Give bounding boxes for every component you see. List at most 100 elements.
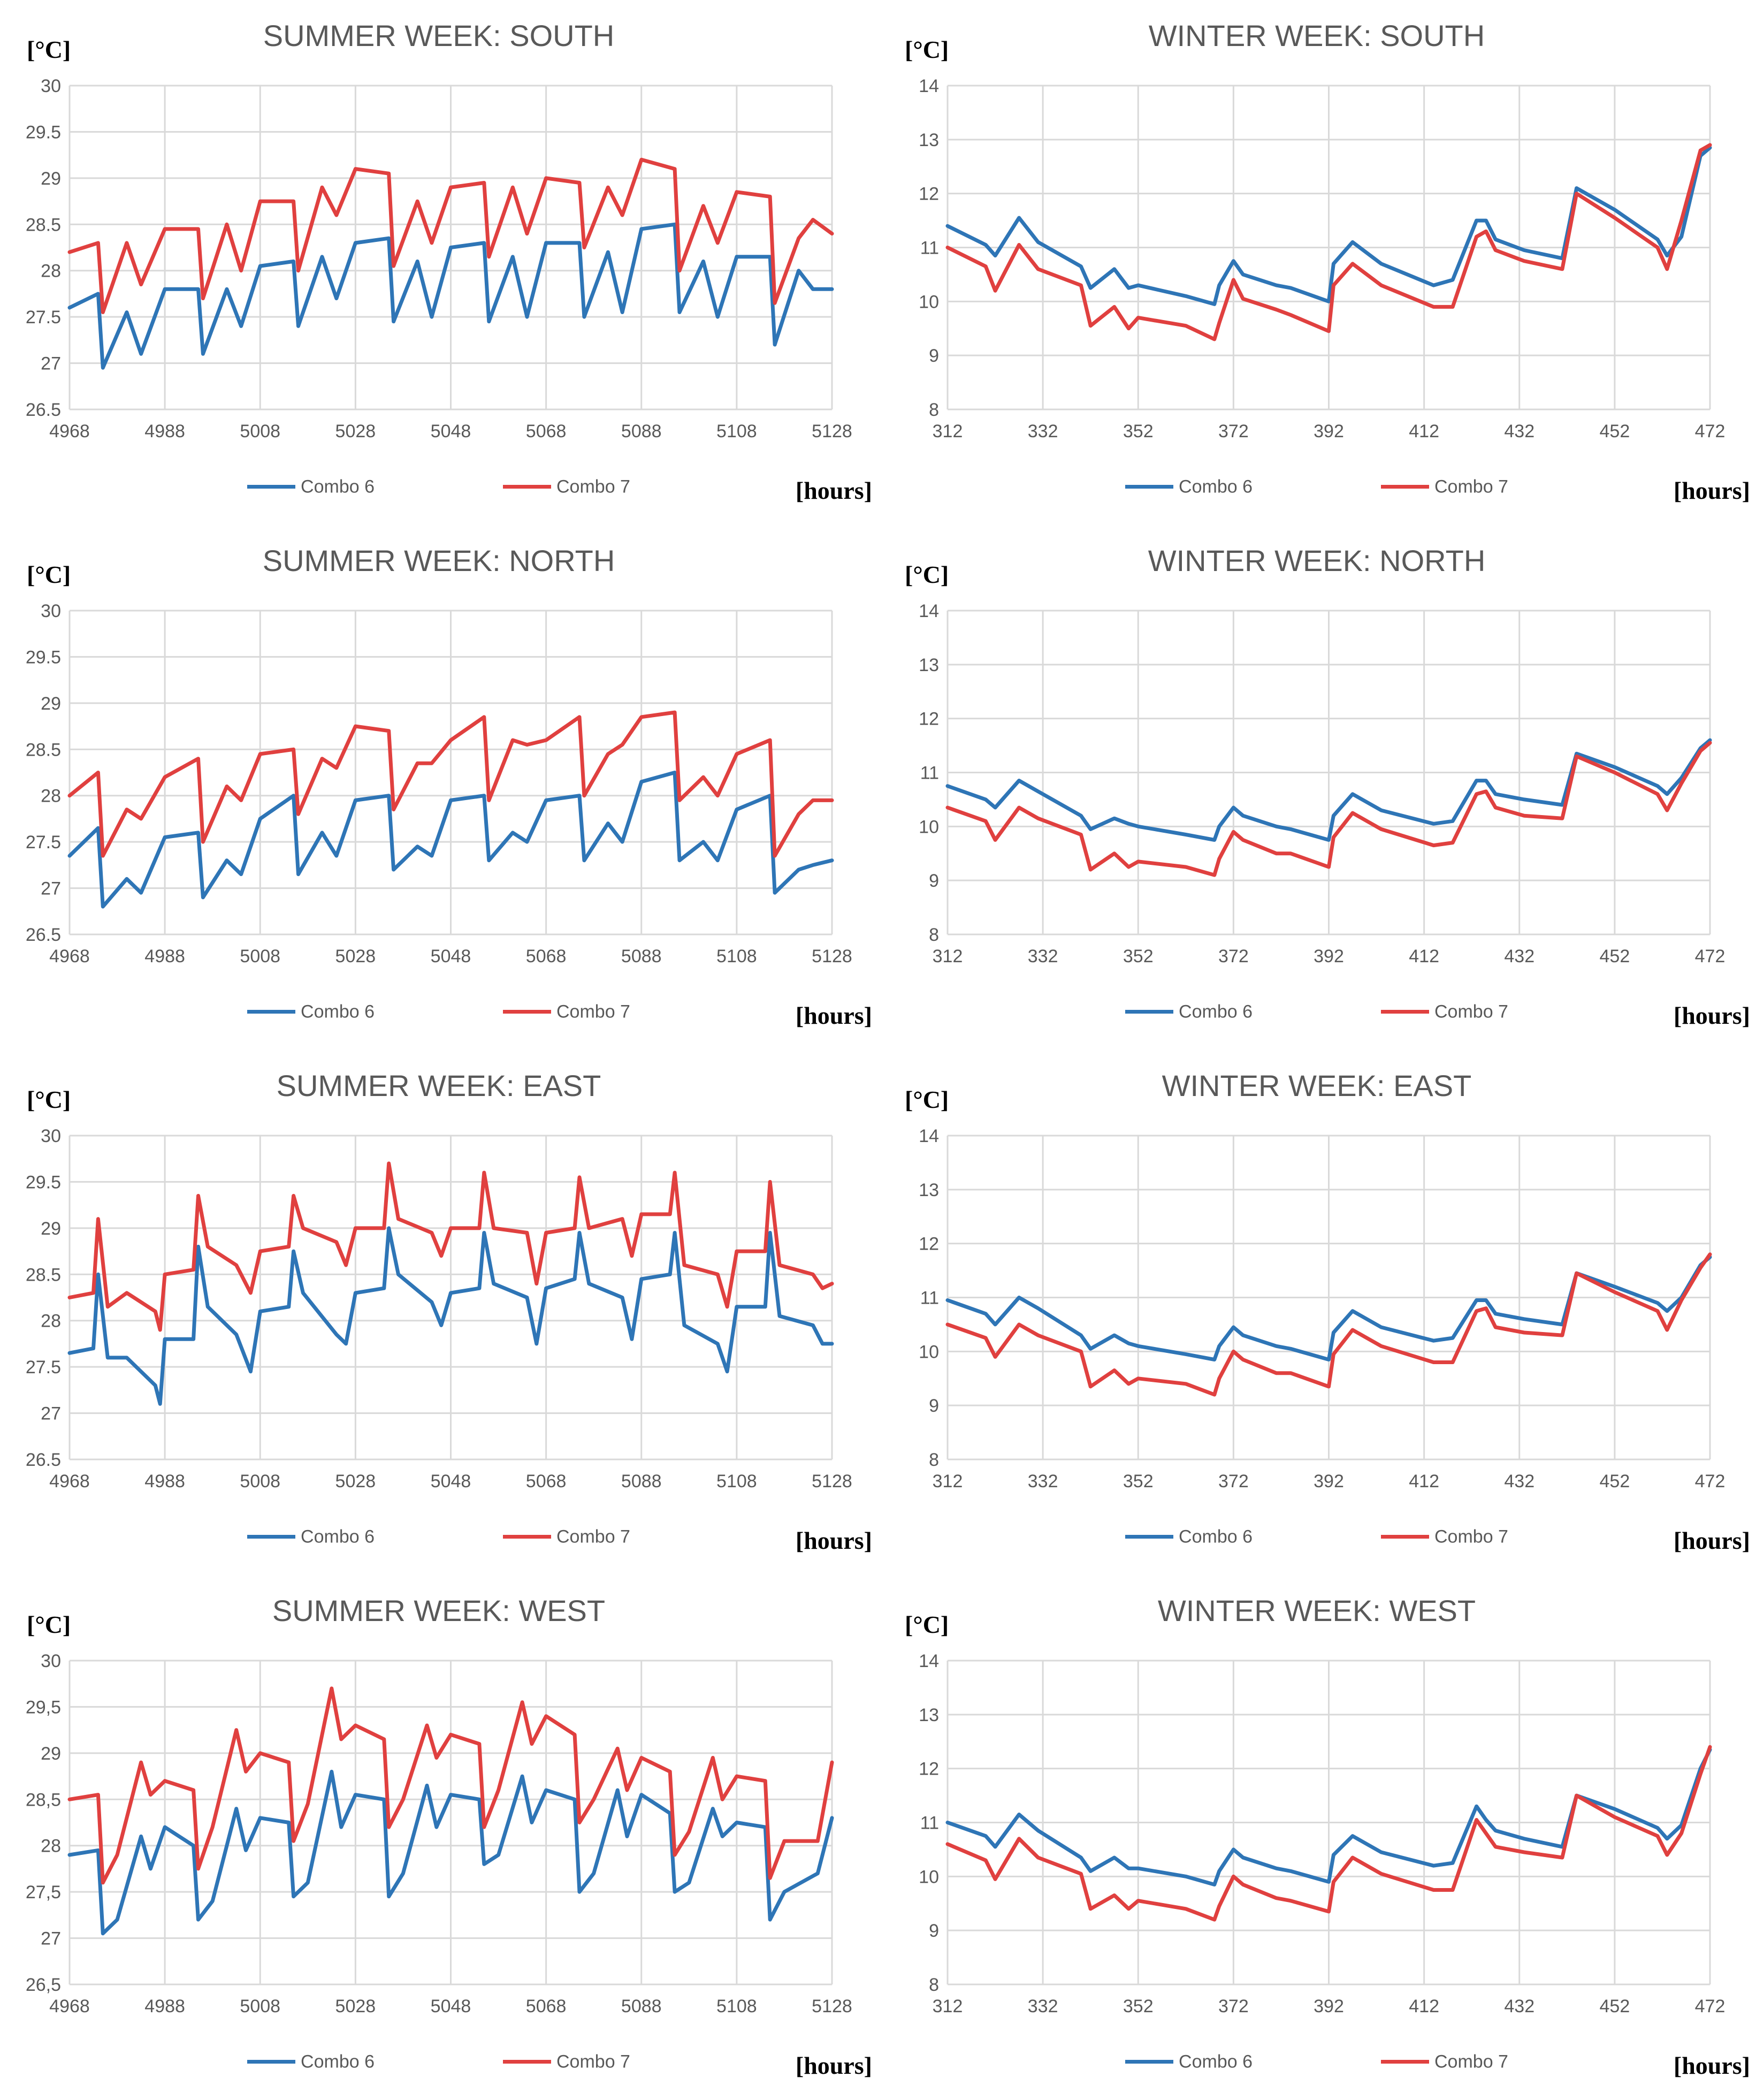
chart-svg: 8 9 10 11 12 13 14 312 332 352 372 392 412 432 452 472 — [919, 76, 1725, 442]
x-tick-label: 452 — [1600, 1471, 1630, 1492]
legend: Combo 6 Combo 7 — [878, 2050, 1755, 2072]
x-tick-label: 392 — [1314, 946, 1344, 967]
y-tick-label: 13 — [919, 1180, 939, 1200]
y-tick-label: 9 — [929, 346, 939, 366]
series-line — [67, 1769, 834, 1936]
y-tick-label: 11 — [920, 238, 939, 258]
series-line — [945, 1745, 1712, 1922]
x-tick-label: 5088 — [621, 1996, 662, 2017]
legend-label: Combo 6 — [301, 476, 375, 497]
x-tick-label: 452 — [1600, 1996, 1630, 2017]
legend-swatch — [247, 485, 296, 489]
y-tick-label: 14 — [919, 1651, 939, 1671]
x-axis-label: [hours] — [795, 2052, 872, 2079]
x-tick-label: 4988 — [144, 946, 185, 967]
legend-item: Combo 7 — [503, 1526, 630, 1548]
x-tick-label: 5008 — [240, 946, 280, 967]
y-tick-label: 28.5 — [26, 215, 61, 235]
x-tick-label: 372 — [1218, 1471, 1249, 1492]
x-axis-label: [hours] — [1673, 477, 1750, 504]
x-tick-label: 5008 — [240, 1996, 280, 2017]
legend: Combo 6 Combo 7 — [878, 475, 1755, 497]
x-tick-label: 5088 — [621, 946, 662, 967]
y-tick-label: 29,5 — [26, 1697, 61, 1717]
y-axis-label: [°C] — [27, 561, 71, 588]
chart-svg: 26.5 27 27.5 28 28.5 29 29.5 30 4968 4988 5008 5028… — [26, 601, 852, 967]
legend-swatch — [503, 485, 551, 489]
legend-item: Combo 7 — [1381, 476, 1508, 498]
x-tick-label: 5128 — [812, 1471, 852, 1492]
y-tick-label: 30 — [41, 1651, 61, 1671]
y-tick-label: 30 — [41, 76, 61, 96]
legend-item: Combo 6 — [247, 1526, 375, 1548]
y-tick-label: 28 — [41, 786, 61, 806]
legend-item: Combo 7 — [503, 476, 630, 498]
chart-svg: 8 9 10 11 12 13 14 312 332 352 372 392 412 432 452 472 — [919, 601, 1725, 967]
y-tick-label: 12 — [919, 1759, 939, 1779]
legend-swatch — [1381, 1010, 1429, 1014]
series-line — [945, 738, 1712, 842]
y-tick-label: 12 — [919, 184, 939, 204]
legend-label: Combo 7 — [1434, 476, 1508, 497]
legend-item: Combo 7 — [503, 2051, 630, 2073]
chart-title: WINTER WEEK: NORTH — [1148, 544, 1486, 577]
x-tick-label: 4988 — [144, 421, 185, 442]
y-tick-label: 29 — [41, 694, 61, 714]
chart-svg: 26,5 27 27,5 28 28,5 29 29,5 30 4968 4988 5008 5028… — [26, 1651, 852, 2017]
y-tick-label: 14 — [919, 1126, 939, 1146]
x-tick-label: 4968 — [49, 1471, 90, 1492]
x-tick-label: 5048 — [431, 1471, 471, 1492]
legend-swatch — [1381, 1535, 1429, 1539]
y-tick-label: 30 — [41, 601, 61, 621]
chart-svg: 26.5 27 27.5 28 28.5 29 29.5 30 4968 4988 5008 5028… — [26, 76, 852, 442]
y-axis-label: [°C] — [27, 1611, 71, 1638]
y-tick-label: 8 — [929, 925, 939, 945]
x-tick-label: 5068 — [526, 1471, 567, 1492]
y-tick-label: 29.5 — [26, 122, 61, 142]
legend: Combo 6 Combo 7 — [0, 475, 877, 497]
x-tick-label: 472 — [1695, 1996, 1726, 2017]
y-tick-label: 10 — [919, 292, 939, 312]
chart-panel: 8 9 10 11 12 13 14 312 332 352 372 392 412 432 452 472 W… — [878, 1575, 1755, 2099]
legend-item: Combo 6 — [247, 2051, 375, 2073]
x-tick-label: 392 — [1314, 1996, 1344, 2017]
x-tick-label: 432 — [1504, 1996, 1534, 2017]
y-axis-label: [°C] — [27, 1086, 71, 1113]
x-tick-label: 5068 — [526, 946, 567, 967]
x-tick-label: 312 — [933, 1471, 963, 1492]
x-tick-label: 4968 — [49, 1996, 90, 2017]
x-tick-label: 452 — [1600, 421, 1630, 442]
y-tick-label: 11 — [920, 1288, 939, 1308]
x-tick-label: 432 — [1504, 1471, 1534, 1492]
chart-panel: 8 9 10 11 12 13 14 312 332 352 372 392 412 432 452 472 W… — [878, 525, 1755, 1049]
y-tick-label: 30 — [41, 1126, 61, 1146]
x-tick-label: 372 — [1218, 946, 1249, 967]
y-tick-label: 27.5 — [26, 1357, 61, 1378]
x-tick-label: 312 — [933, 421, 963, 442]
legend-item: Combo 6 — [1125, 476, 1253, 498]
legend-label: Combo 6 — [1179, 1001, 1253, 1022]
y-tick-label: 28 — [41, 261, 61, 281]
legend: Combo 6 Combo 7 — [878, 1525, 1755, 1547]
legend-swatch — [1125, 2060, 1174, 2064]
x-tick-label: 5008 — [240, 1471, 280, 1492]
x-tick-label: 352 — [1123, 946, 1154, 967]
y-tick-label: 29.5 — [26, 647, 61, 667]
legend-item: Combo 7 — [1381, 1526, 1508, 1548]
y-tick-label: 28,5 — [26, 1790, 61, 1810]
x-tick-label: 5128 — [812, 946, 852, 967]
x-axis-label: [hours] — [795, 1002, 872, 1029]
legend-label: Combo 7 — [1434, 2051, 1508, 2072]
y-tick-label: 26,5 — [26, 1975, 61, 1995]
y-tick-label: 9 — [929, 1921, 939, 1941]
x-tick-label: 412 — [1409, 1996, 1439, 2017]
legend-swatch — [1381, 485, 1429, 489]
chart-svg: 8 9 10 11 12 13 14 312 332 352 372 392 412 432 452 472 — [919, 1126, 1725, 1492]
legend-swatch — [503, 2060, 551, 2064]
x-tick-label: 352 — [1123, 1996, 1154, 2017]
series-line — [67, 710, 834, 858]
x-tick-label: 372 — [1218, 421, 1249, 442]
legend-label: Combo 7 — [1434, 1526, 1508, 1547]
y-tick-label: 26.5 — [26, 400, 61, 420]
legend: Combo 6 Combo 7 — [878, 1000, 1755, 1022]
